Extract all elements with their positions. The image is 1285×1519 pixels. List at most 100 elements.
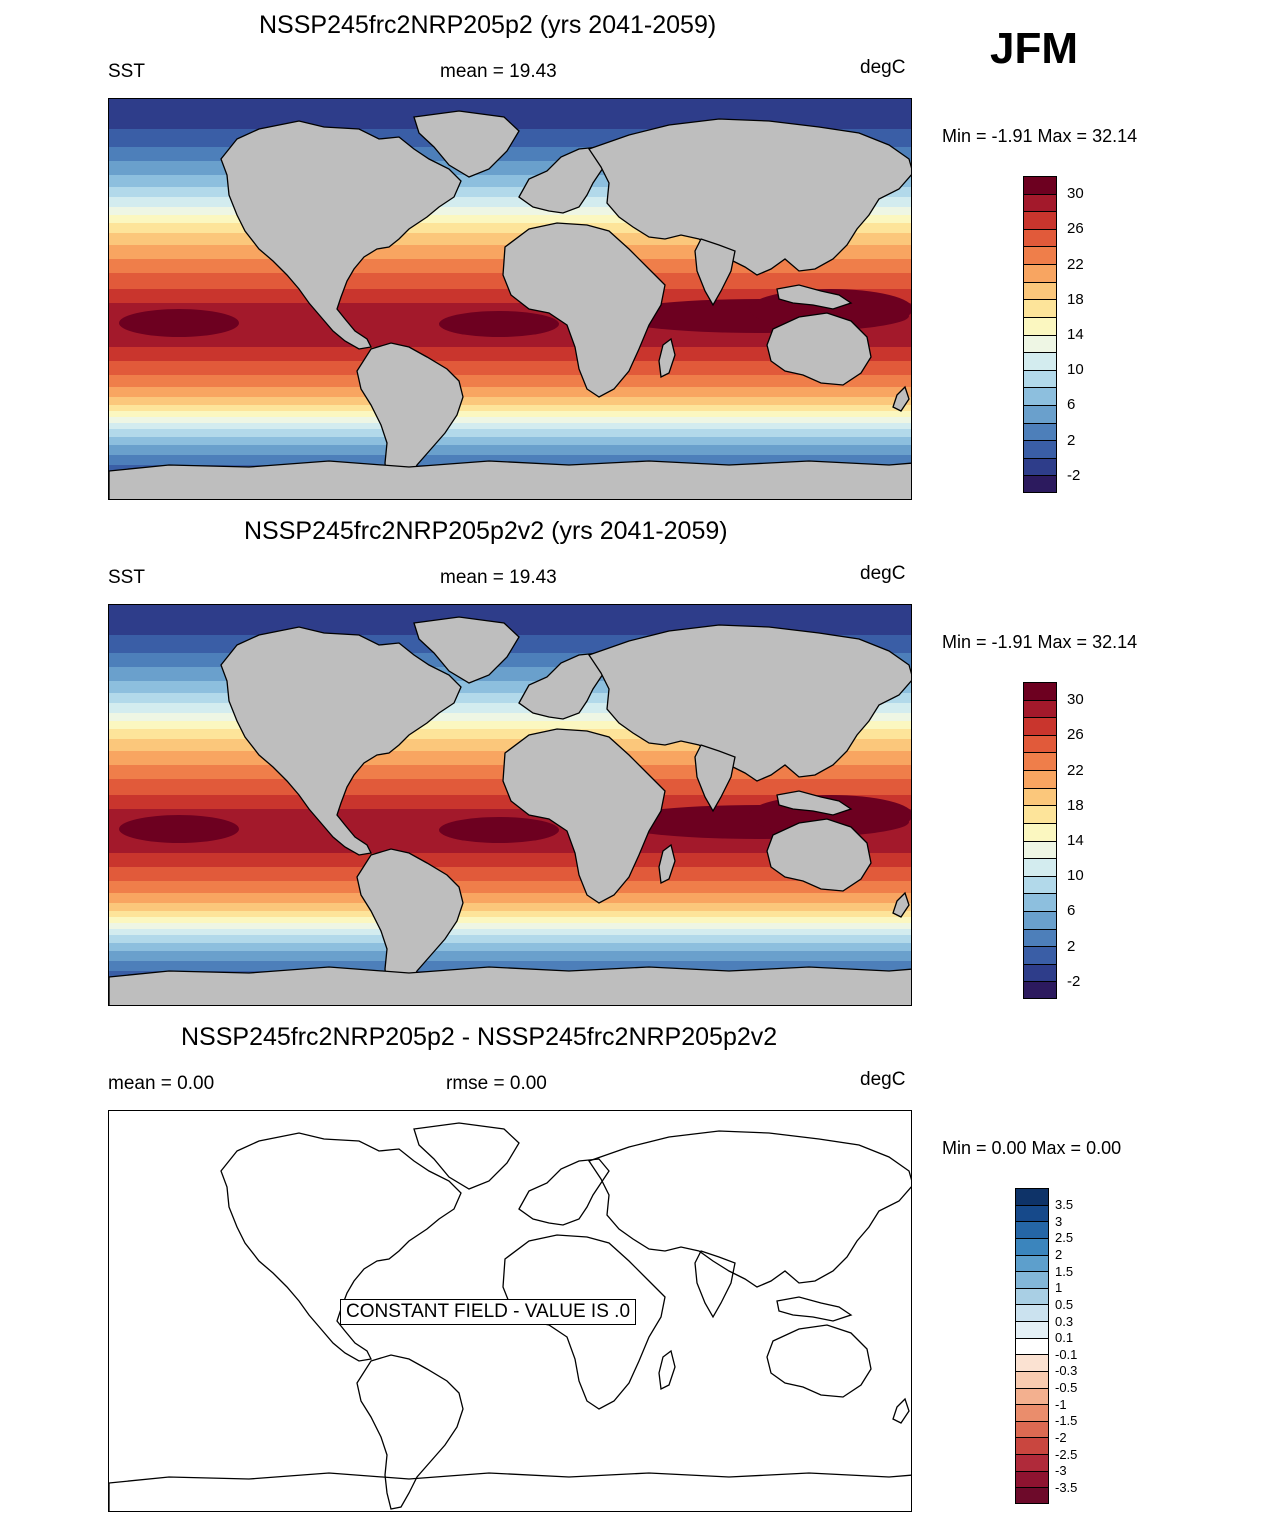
continent-outline — [413, 1122, 520, 1190]
continent-outline — [502, 728, 666, 904]
colorbar-swatch — [1023, 805, 1057, 824]
colorbar-label: -3.5 — [1055, 1479, 1078, 1495]
colorbar-label: -0.3 — [1055, 1363, 1078, 1379]
colorbar-label: 3 — [1055, 1213, 1063, 1229]
sst-band — [109, 207, 911, 216]
colorbar-swatch — [1015, 1254, 1049, 1272]
colorbar-swatch — [1015, 1221, 1049, 1239]
continent-outline — [413, 616, 520, 684]
continent-outline — [220, 120, 462, 350]
colorbar-swatch — [1023, 770, 1057, 789]
season-label: JFM — [990, 24, 1078, 73]
panel1-minmax-label: Min = -1.91 Max = 32.14 — [942, 126, 1138, 146]
colorbar-swatch — [1015, 1487, 1049, 1505]
sst-band — [109, 881, 911, 894]
continent-outline — [518, 1158, 610, 1226]
colorbar-swatch — [1023, 369, 1057, 388]
colorbar-swatch — [1023, 281, 1057, 300]
sst-band — [109, 223, 911, 234]
sst-band — [109, 917, 911, 924]
panel1-units-label: degC — [860, 57, 906, 78]
colorbar-label: -1 — [1055, 1396, 1067, 1412]
continent-outline — [109, 966, 911, 1005]
continent-outline — [658, 337, 676, 378]
colorbar-swatch — [1023, 193, 1057, 212]
colorbar-label: 10 — [1067, 867, 1084, 885]
panel1-title: NSSP245frc2NRP205p2 (yrs 2041-2059) — [259, 11, 717, 39]
colorbar-swatch — [1023, 422, 1057, 441]
panel1-sst-map — [108, 98, 912, 500]
colorbar-label: 30 — [1067, 691, 1084, 709]
sst-band — [109, 935, 911, 944]
colorbar-swatch — [1023, 211, 1057, 230]
colorbar-label: -0.1 — [1055, 1346, 1078, 1362]
colorbar-label: 6 — [1067, 902, 1076, 920]
sst-band — [109, 893, 911, 904]
colorbar-label: 14 — [1067, 326, 1084, 343]
panel1-variable-label: SST — [108, 61, 145, 82]
panel3-units-label: degC — [860, 1069, 906, 1090]
continent-outline — [587, 624, 911, 782]
colorbar-swatch — [1023, 893, 1057, 912]
panel3-minmax-label: Min = 0.00 Max = 0.00 — [942, 1138, 1122, 1158]
sst-band — [109, 853, 911, 868]
colorbar-swatch — [1015, 1204, 1049, 1222]
panel2-colorbar: 30 26 22 18 14 10 6 2 -2 — [1023, 682, 1103, 1000]
colorbar-swatch — [1015, 1370, 1049, 1389]
sst-band — [109, 943, 911, 952]
colorbar-swatch — [1023, 246, 1057, 265]
colorbar-swatch — [1023, 928, 1057, 947]
colorbar-swatch — [1023, 316, 1057, 335]
colorbar-label: 2 — [1067, 431, 1076, 449]
colorbar-swatch — [1023, 822, 1057, 841]
sst-band — [109, 729, 911, 740]
continent-outline — [220, 626, 462, 856]
continent-outline — [518, 652, 610, 720]
colorbar-label: 1.5 — [1055, 1263, 1074, 1279]
colorbar-swatch — [1015, 1287, 1049, 1305]
continent-outline — [776, 284, 853, 310]
colorbar-swatch — [1015, 1470, 1049, 1488]
continent-outline — [502, 222, 666, 398]
colorbar-label: -2 — [1067, 972, 1081, 990]
continent-outline — [694, 1250, 736, 1319]
colorbar-label: 30 — [1067, 185, 1084, 203]
colorbar-swatch — [1023, 752, 1057, 771]
colorbar-label: 26 — [1067, 726, 1084, 744]
colorbar-label: 10 — [1067, 361, 1084, 379]
colorbar-swatch — [1023, 176, 1057, 195]
sst-band — [109, 397, 911, 406]
colorbar-label: 18 — [1067, 796, 1084, 814]
colorbar-swatch — [1023, 910, 1057, 930]
colorbar-label: 3.5 — [1055, 1197, 1074, 1213]
continent-outline — [694, 238, 736, 307]
sst-band — [109, 961, 911, 972]
sst-band — [109, 437, 911, 446]
sst-band — [109, 929, 911, 936]
continent-outline — [892, 1397, 910, 1424]
colorbar-swatch — [1015, 1387, 1049, 1405]
colorbar-label: -2 — [1055, 1429, 1067, 1445]
panel2-variable-label: SST — [108, 567, 145, 588]
continent-outline — [587, 118, 911, 276]
continent-outline — [766, 312, 872, 386]
constant-field-annotation: CONSTANT FIELD - VALUE IS .0 — [340, 1299, 637, 1325]
sst-band — [109, 347, 911, 362]
panel3-title: NSSP245frc2NRP205p2 - NSSP245frc2NRP205p… — [181, 1023, 778, 1051]
sst-band — [109, 923, 911, 930]
sst-band — [109, 951, 911, 962]
colorbar-swatch — [1023, 875, 1057, 894]
colorbar-label: 2 — [1067, 937, 1076, 955]
continent-outline — [776, 790, 853, 816]
sst-band — [109, 405, 911, 412]
colorbar-swatch — [1023, 981, 1057, 1000]
sst-band — [109, 423, 911, 430]
panel3-rmse-label: rmse = 0.00 — [446, 1073, 547, 1094]
sst-band — [109, 411, 911, 418]
panel2-title: NSSP245frc2NRP205p2v2 (yrs 2041-2059) — [244, 517, 728, 545]
sst-band — [109, 361, 911, 376]
panel3-colorbar: 3.5 3 2.5 2 1.5 1 0.5 0.3 0.1 -0.1 -0.3 -0.5 -1 -1.5-… — [1015, 1188, 1095, 1505]
colorbar-label: -2 — [1067, 466, 1081, 484]
colorbar-swatch — [1015, 1304, 1049, 1322]
sst-band — [109, 197, 911, 208]
